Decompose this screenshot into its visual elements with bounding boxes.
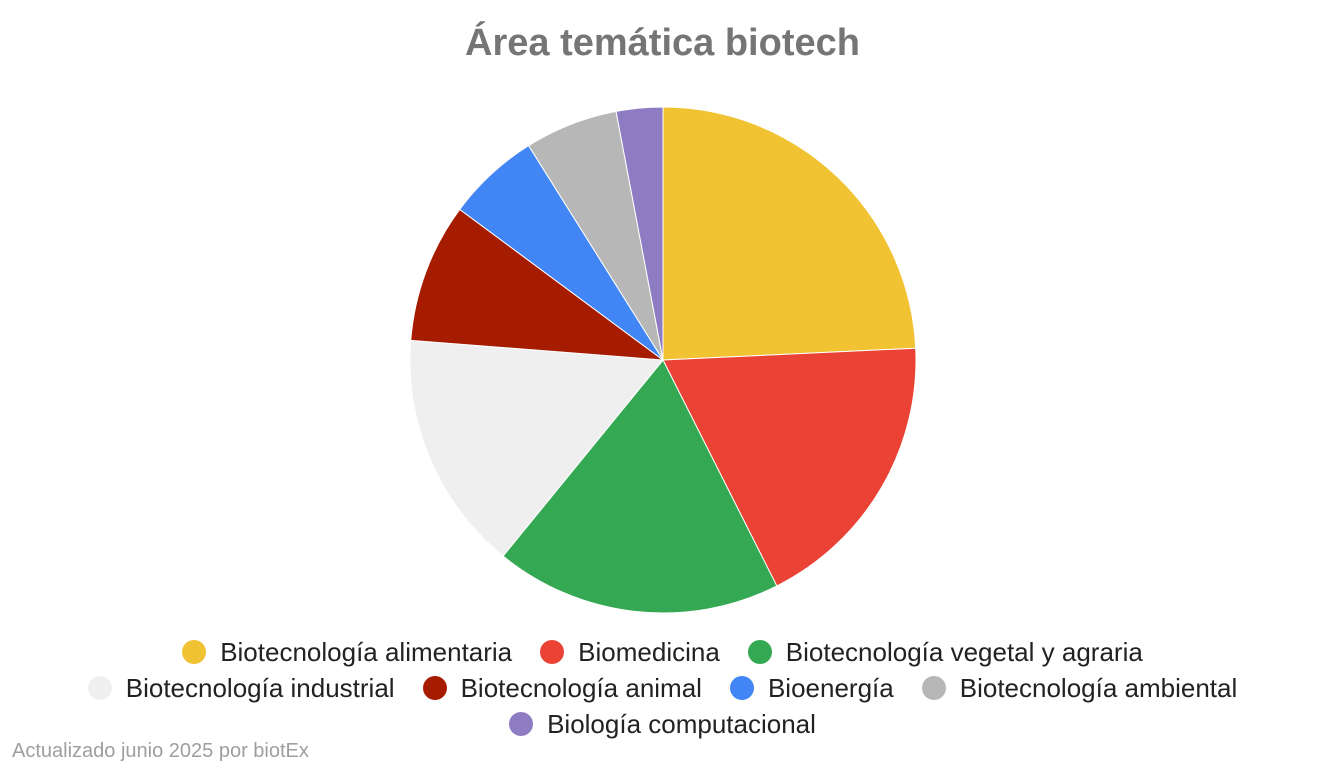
legend-swatch	[87, 676, 112, 700]
footnote: Actualizado junio 2025 por biotEx	[12, 740, 309, 762]
legend-row-3: Biología computacional	[495, 706, 830, 742]
legend-label: Biotecnología animal	[460, 672, 702, 703]
pie-slices	[409, 106, 917, 614]
legend-label: Biotecnología alimentaria	[220, 636, 513, 667]
legend-swatch	[182, 640, 207, 664]
legend-item-biotecnologia-vegetal[interactable]: Biotecnología vegetal y agraria	[747, 636, 1143, 668]
legend-item-biologia-computacional[interactable]: Biología computacional	[509, 709, 816, 740]
legend-swatch	[422, 676, 447, 700]
legend-label: Biomedicina	[578, 636, 720, 667]
legend-item-biotecnologia-animal[interactable]: Biotecnología animal	[422, 672, 702, 704]
pie-slice-2[interactable]	[502, 359, 778, 614]
legend-item-biomedicina[interactable]: Biomedicina	[540, 637, 720, 668]
pie-slice-0[interactable]	[662, 106, 917, 361]
legend: Biotecnología alimentaria Biomedicina Bi…	[0, 634, 1325, 742]
pie-slice-4[interactable]	[410, 208, 665, 361]
legend-swatch	[509, 712, 534, 736]
pie-slice-7[interactable]	[615, 106, 664, 361]
legend-item-bioenergia[interactable]: Bioenergía	[729, 672, 894, 704]
legend-label: Bioenergía	[767, 672, 894, 703]
legend-item-biotecnologia-alimentaria[interactable]: Biotecnología alimentaria	[182, 637, 512, 668]
legend-item-biotecnologia-ambiental[interactable]: Biotecnología ambiental	[921, 672, 1238, 704]
pie-slice-3[interactable]	[409, 339, 664, 557]
legend-swatch	[729, 676, 754, 700]
chart-title: Área temática biotech	[465, 22, 860, 64]
pie-slice-1[interactable]	[662, 347, 917, 587]
legend-label: Biotecnología vegetal y agraria	[785, 636, 1143, 667]
legend-label: Biotecnología industrial	[125, 672, 395, 703]
legend-swatch	[540, 640, 565, 664]
legend-label: Biotecnología ambiental	[959, 672, 1238, 703]
legend-swatch	[747, 640, 772, 664]
legend-item-biotecnologia-industrial[interactable]: Biotecnología industrial	[87, 672, 395, 704]
legend-row-1: Biotecnología alimentaria Biomedicina Bi…	[168, 634, 1157, 670]
legend-row-2: Biotecnología industrial Biotecnología a…	[74, 670, 1252, 706]
legend-label: Biología computacional	[547, 708, 816, 739]
legend-swatch	[921, 676, 946, 700]
